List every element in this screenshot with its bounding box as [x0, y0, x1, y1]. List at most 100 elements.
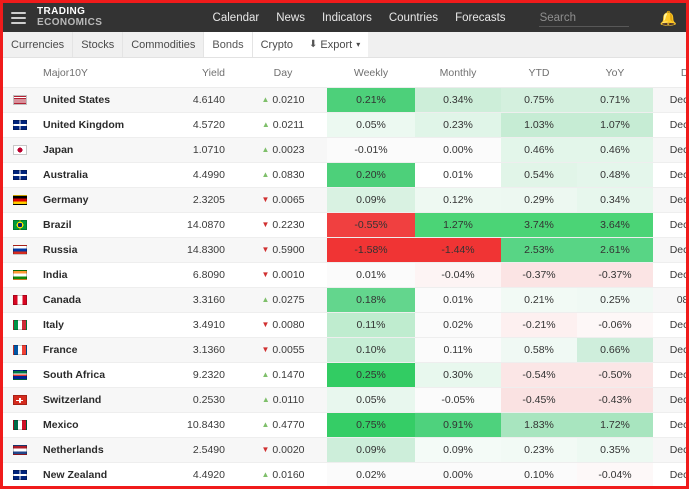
country-name-cell[interactable]: Japan: [37, 137, 177, 163]
search-input[interactable]: [538, 10, 629, 27]
country-name-cell[interactable]: Russia: [37, 237, 177, 263]
site-logo[interactable]: TRADING ECONOMICS: [37, 7, 102, 28]
country-flag-icon: [13, 470, 27, 481]
flag-cell: [3, 187, 37, 213]
country-name-cell[interactable]: Germany: [37, 187, 177, 213]
ytd-change-cell: 0.58%: [501, 337, 577, 363]
arrow-down-icon: ▼: [261, 195, 270, 204]
weekly-change-cell: 0.25%: [327, 362, 415, 388]
yoy-change-cell: 1.07%: [577, 112, 653, 138]
export-button[interactable]: ⬇ Export ▾: [301, 32, 369, 57]
arrow-up-icon: ▲: [261, 395, 270, 404]
country-name-cell[interactable]: Brazil: [37, 212, 177, 238]
table-row[interactable]: Italy 3.4910 ▼ 0.0080 0.11% 0.02% -0.21% -0.06%…: [3, 312, 686, 338]
arrow-up-icon: ▲: [261, 95, 270, 104]
flag-cell: [3, 412, 37, 438]
arrow-up-icon: ▲: [261, 370, 270, 379]
country-name-cell[interactable]: Switzerland: [37, 387, 177, 413]
ytd-change-cell: 0.21%: [501, 287, 577, 313]
category-tab-bar: Currencies Stocks Commodities Bonds Cryp…: [3, 32, 686, 58]
table-row[interactable]: India 6.8090 ▼ 0.0010 0.01% -0.04% -0.37% -0.37…: [3, 262, 686, 288]
country-name-cell[interactable]: Mexico: [37, 412, 177, 438]
yield-cell: 3.3160: [177, 287, 239, 313]
country-flag-icon: [13, 170, 27, 181]
country-flag-icon: [13, 145, 27, 156]
col-header-weekly[interactable]: Weekly: [327, 58, 415, 88]
flag-cell: [3, 162, 37, 188]
table-row[interactable]: United States 4.6140 ▲ 0.0210 0.21% 0.34% 0.75…: [3, 87, 686, 113]
date-cell: Dec/23: [653, 412, 686, 438]
monthly-change-cell: 0.11%: [415, 337, 501, 363]
nav-item-news[interactable]: News: [276, 11, 305, 24]
yoy-change-cell: -0.04%: [577, 462, 653, 486]
tab-crypto[interactable]: Crypto: [252, 32, 301, 57]
table-row[interactable]: Australia 4.4990 ▲ 0.0830 0.20% 0.01% 0.54% 0.4…: [3, 162, 686, 188]
tab-stocks[interactable]: Stocks: [73, 32, 124, 57]
country-flag-icon: [13, 370, 27, 381]
country-name-cell[interactable]: India: [37, 262, 177, 288]
table-row[interactable]: South Africa 9.2320 ▲ 0.1470 0.25% 0.30% -0.54…: [3, 362, 686, 388]
table-row[interactable]: Netherlands 2.5490 ▼ 0.0020 0.09% 0.09% 0.23% 0…: [3, 437, 686, 463]
bell-icon[interactable]: 🔔: [659, 9, 677, 26]
table-row[interactable]: New Zealand 4.4920 ▲ 0.0160 0.02% 0.00% 0.10% -…: [3, 462, 686, 486]
day-change-cell: ▼ 0.0065: [239, 187, 327, 213]
col-header-yoy[interactable]: YoY: [577, 58, 653, 88]
col-header-day[interactable]: Day: [239, 58, 327, 88]
yoy-change-cell: 0.35%: [577, 437, 653, 463]
nav-item-calendar[interactable]: Calendar: [212, 11, 260, 24]
table-row[interactable]: Mexico 10.8430 ▲ 0.4770 0.75% 0.91% 1.83% 1.72%…: [3, 412, 686, 438]
table-row[interactable]: France 3.1360 ▼ 0.0055 0.10% 0.11% 0.58% 0.66% D…: [3, 337, 686, 363]
table-row[interactable]: Canada 3.3160 ▲ 0.0275 0.18% 0.01% 0.21% 0.25% 0…: [3, 287, 686, 313]
tab-commodities[interactable]: Commodities: [123, 32, 205, 57]
date-cell: Dec/24: [653, 112, 686, 138]
nav-item-countries[interactable]: Countries: [388, 11, 439, 24]
date-cell: Dec/24: [653, 437, 686, 463]
tab-bonds[interactable]: Bonds: [204, 32, 253, 57]
country-name-cell[interactable]: South Africa: [37, 362, 177, 388]
yoy-change-cell: -0.37%: [577, 262, 653, 288]
weekly-change-cell: 0.75%: [327, 412, 415, 438]
weekly-change-cell: 0.09%: [327, 187, 415, 213]
table-row[interactable]: United Kingdom 4.5720 ▲ 0.0211 0.05% 0.23% 1.0…: [3, 112, 686, 138]
table-row[interactable]: Japan 1.0710 ▲ 0.0023 -0.01% 0.00% 0.46% 0.46% D…: [3, 137, 686, 163]
arrow-down-icon: ▼: [261, 345, 270, 354]
country-name-cell[interactable]: Australia: [37, 162, 177, 188]
country-name-cell[interactable]: Netherlands: [37, 437, 177, 463]
country-name-cell[interactable]: United Kingdom: [37, 112, 177, 138]
table-row[interactable]: Russia 14.8300 ▼ 0.5900 -1.58% -1.44% 2.53% 2.6…: [3, 237, 686, 263]
yoy-change-cell: -0.50%: [577, 362, 653, 388]
date-cell: Dec/24: [653, 362, 686, 388]
country-name-cell[interactable]: Italy: [37, 312, 177, 338]
col-header-yield[interactable]: Yield: [177, 58, 239, 88]
table-row[interactable]: Switzerland 0.2530 ▲ 0.0110 0.05% -0.05% -0.45…: [3, 387, 686, 413]
flag-cell: [3, 112, 37, 138]
nav-item-indicators[interactable]: Indicators: [321, 11, 372, 24]
yield-cell: 1.0710: [177, 137, 239, 163]
country-name-cell[interactable]: New Zealand: [37, 462, 177, 486]
yoy-change-cell: 0.48%: [577, 162, 653, 188]
flag-cell: [3, 137, 37, 163]
nav-item-forecasts[interactable]: Forecasts: [455, 11, 506, 24]
table-row[interactable]: Brazil 14.0870 ▼ 0.2230 -0.55% 1.27% 3.74% 3.64…: [3, 212, 686, 238]
country-name-cell[interactable]: United States: [37, 87, 177, 113]
col-header-ytd[interactable]: YTD: [501, 58, 577, 88]
col-header-major10y[interactable]: Major10Y: [37, 58, 177, 88]
ytd-change-cell: 0.46%: [501, 137, 577, 163]
tab-currencies[interactable]: Currencies: [3, 32, 74, 57]
yoy-change-cell: 0.34%: [577, 187, 653, 213]
bonds-table-container[interactable]: Major10Y Yield Day Weekly Monthly YTD Yo…: [3, 58, 686, 486]
hamburger-menu-icon[interactable]: [11, 11, 26, 24]
col-header-monthly[interactable]: Monthly: [415, 58, 501, 88]
country-flag-icon: [13, 345, 27, 356]
col-header-date[interactable]: Date: [653, 58, 686, 88]
country-name-cell[interactable]: France: [37, 337, 177, 363]
table-header: Major10Y Yield Day Weekly Monthly YTD Yo…: [3, 58, 686, 88]
flag-cell: [3, 212, 37, 238]
date-cell: Dec/24: [653, 337, 686, 363]
country-name-cell[interactable]: Canada: [37, 287, 177, 313]
weekly-change-cell: -0.01%: [327, 137, 415, 163]
flag-cell: [3, 87, 37, 113]
table-row[interactable]: Germany 2.3205 ▼ 0.0065 0.09% 0.12% 0.29% 0.34%…: [3, 187, 686, 213]
weekly-change-cell: 0.01%: [327, 262, 415, 288]
day-change-cell: ▲ 0.0023: [239, 137, 327, 163]
